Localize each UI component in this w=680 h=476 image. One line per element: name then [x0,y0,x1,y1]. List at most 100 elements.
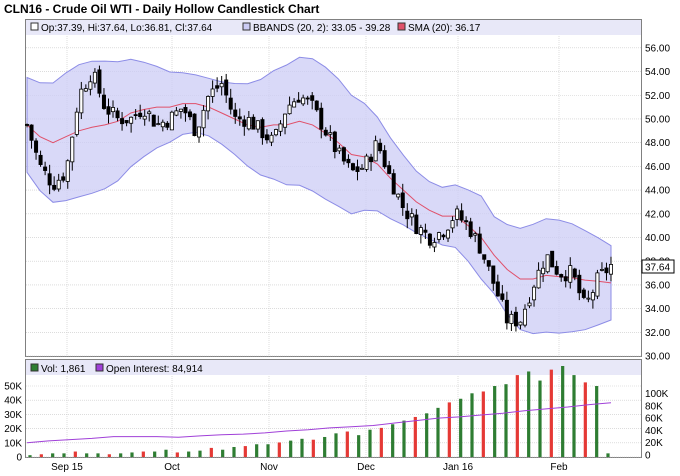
candle-body [396,193,401,198]
bbands-legend-text: BBANDS (20, 2): 33.05 - 39.28 [253,23,391,34]
page-title: CLN16 - Crude Oil WTI - Daily Hollow Can… [4,2,320,16]
volume-bar [606,453,610,457]
candle-body [482,254,487,260]
candle-body [138,112,143,118]
candle-body [477,233,482,254]
volume-right-tick-label: 20K [645,438,663,449]
candle-body [269,134,274,143]
volume-right-tick-label: 0 [645,451,651,462]
candle-body [550,250,555,268]
volume-bar [221,449,225,457]
candle-body [522,308,527,326]
candle-body [391,173,396,195]
price-y-tick-label: 52.00 [645,91,670,102]
candle-body [178,108,183,112]
candle-body [47,173,52,186]
candle-body [554,266,559,275]
volume-y-axis-left: 0 10K 20K 30K 40K 50K [4,382,22,464]
volume-bar [470,393,474,457]
volume-bar [572,375,576,457]
candle-body [283,113,288,128]
volume-bar [595,386,599,457]
volume-bar [119,453,123,457]
volume-bar [368,429,372,457]
candle-body [233,109,238,117]
volume-bar [379,427,383,457]
candle-body [156,123,161,125]
candle-body [581,289,586,298]
volume-bar [425,413,429,457]
volume-bar [39,454,43,457]
candle-body [319,107,324,130]
volume-right-tick-label: 100K [645,389,669,400]
candle-body [314,100,319,111]
candle-body [97,69,102,94]
volume-bar [311,439,315,457]
candle-body [160,121,165,128]
candle-body [337,147,342,152]
candle-body [436,232,441,240]
volume-bar [107,454,111,457]
volume-bar [209,447,213,457]
candle-body [409,213,414,218]
volume-bar [96,453,100,457]
volume-bar [51,453,55,457]
candle-body [215,85,220,89]
candle-body [360,167,365,170]
candle-body [264,134,269,141]
candle-body [364,155,369,170]
price-y-tick-label: 54.00 [645,67,670,78]
candle-body [536,269,541,289]
volume-left-tick-label: 30K [4,410,22,421]
candle-body [568,265,573,283]
volume-bar [549,369,553,457]
price-y-tick-label: 36.00 [645,280,670,291]
x-tick-label: Feb [550,462,568,473]
sma-line [26,103,612,284]
volume-bar [413,416,417,457]
price-y-tick-label: 30.00 [645,352,670,363]
candle-body [432,242,437,248]
volume-bar [266,444,270,457]
price-y-tick-label: 40.00 [645,233,670,244]
candle-body [142,115,147,120]
open-interest-line [26,402,612,444]
candle-body [332,131,337,153]
volume-bar [527,371,531,457]
price-y-tick-label: 50.00 [645,114,670,125]
volume-left-tick-label: 20K [4,424,22,435]
x-tick-label: Oct [164,462,180,473]
ohlc-legend-swatch [30,22,39,31]
candle-body [423,229,428,233]
price-y-tick-label: 48.00 [645,138,670,149]
candle-body [206,96,211,112]
volume-bar [153,451,157,457]
volume-bars [28,366,610,457]
candle-body [228,97,233,110]
volume-bar [436,407,440,457]
ohlc-legend-text: Op:37.39, Hi:37.64, Lo:36.81, Cl:37.64 [41,23,213,34]
candle-body [237,116,242,120]
volume-bar [481,391,485,457]
candle-body [532,286,537,301]
candle-body [169,111,174,131]
candle-body [513,311,518,327]
candle-body [405,210,410,220]
candle-body [373,140,378,162]
volume-bar [243,446,247,457]
price-y-tick-label: 34.00 [645,304,670,315]
candle-body [133,114,138,117]
oi-legend-text: Open Interest: 84,914 [106,364,203,375]
price-y-tick-label: 42.00 [645,209,670,220]
candle-body [34,140,39,153]
x-tick-label: Sep 15 [51,462,83,473]
price-y-tick-label: 46.00 [645,162,670,173]
x-tick-label: Jan 16 [443,462,473,473]
candle-body [468,221,473,237]
candle-body [604,267,609,274]
volume-bar [85,453,89,457]
candle-body [495,281,500,297]
candle-body [292,101,297,108]
volume-left-tick-label: 50K [4,382,22,393]
